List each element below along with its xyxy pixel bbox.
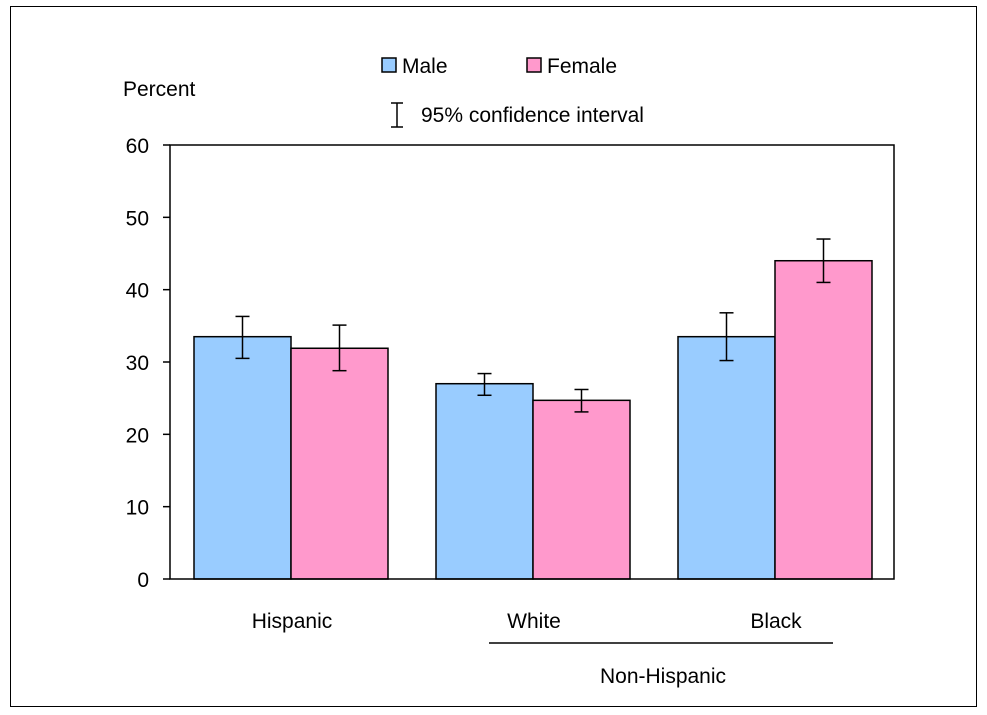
legend-label-female: Female (547, 55, 617, 78)
legend-ci-label: 95% confidence interval (421, 104, 644, 127)
y-tick-label: 50 (126, 207, 149, 230)
bar-black-male (677, 335, 776, 580)
bar-hispanic-male (193, 335, 292, 580)
y-axis-ticks: 0 10 20 30 40 50 60 (126, 135, 170, 592)
error-bar-black-male (719, 312, 734, 362)
y-axis-label: Percent (123, 78, 196, 101)
group-label-text: Non-Hispanic (600, 665, 726, 688)
legend-swatch-female (526, 57, 542, 73)
bar-black-female (774, 259, 873, 580)
y-tick-label: 60 (126, 135, 149, 158)
bar-hispanic-female (290, 347, 389, 580)
y-tick-label: 0 (137, 569, 149, 592)
legend: Male Female 95% confidence interval (381, 55, 644, 128)
error-bar-hispanic-male (235, 315, 250, 360)
error-bar-black-female (816, 238, 831, 284)
error-bar-hispanic-female (332, 324, 347, 372)
group-label: Non-Hispanic (489, 642, 833, 688)
bars (193, 259, 873, 580)
x-tick-label-black: Black (750, 610, 802, 633)
bar-white-female (532, 399, 631, 580)
x-tick-label-hispanic: Hispanic (252, 610, 333, 633)
bar-white-male (435, 382, 534, 580)
legend-label-male: Male (402, 55, 448, 78)
error-bars (235, 238, 831, 413)
error-bar-white-female (574, 388, 589, 413)
y-tick-label: 20 (126, 424, 149, 447)
error-bar-white-male (477, 372, 492, 397)
legend-ci-icon (391, 102, 403, 128)
legend-swatch-male (381, 57, 397, 73)
y-tick-label: 30 (126, 352, 149, 375)
y-tick-label: 10 (126, 497, 149, 520)
x-tick-label-white: White (507, 610, 561, 633)
y-tick-label: 40 (126, 280, 149, 303)
x-axis-labels: Hispanic White Black (252, 610, 802, 633)
